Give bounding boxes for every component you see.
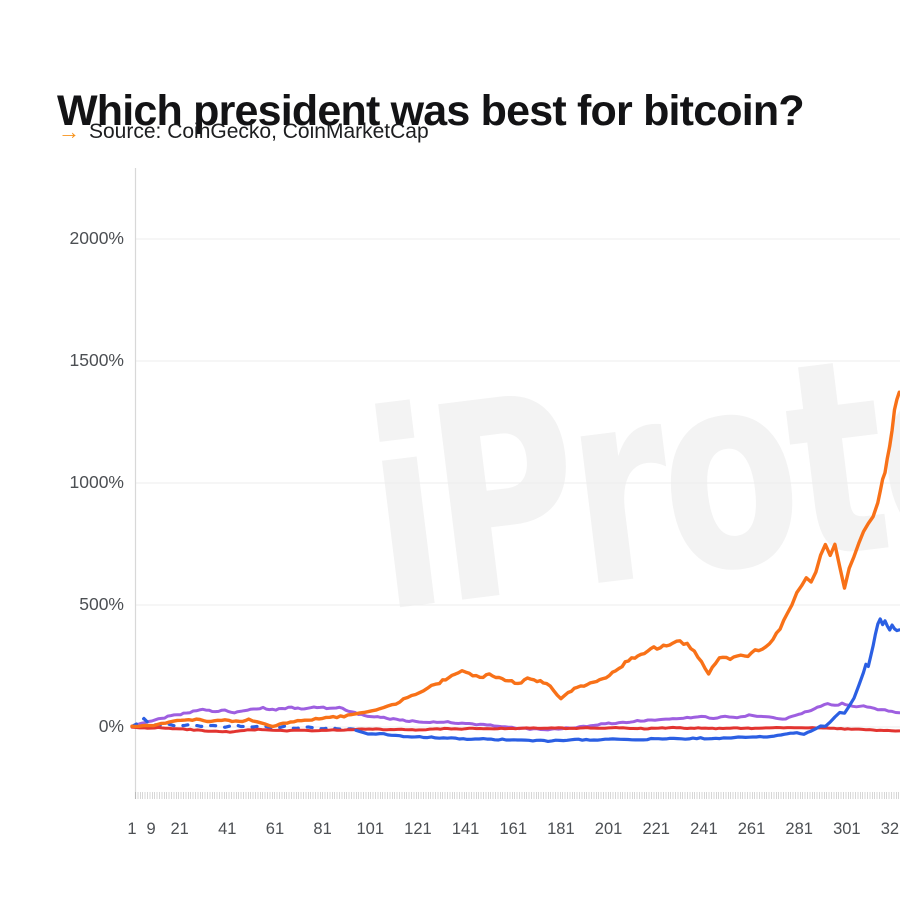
x-axis-label: 281 <box>785 820 813 838</box>
source-arrow-icon: → <box>58 119 80 144</box>
x-axis-label: 61 <box>265 820 285 838</box>
series-line-purple <box>130 701 900 732</box>
x-axis-label: 301 <box>833 820 861 838</box>
x-axis-label: 161 <box>499 820 527 838</box>
x-axis-label: 81 <box>313 820 332 838</box>
x-axis-label: 241 <box>690 820 718 838</box>
page-title: Which president was best for bitcoin? <box>57 86 805 135</box>
y-axis-label: 500% <box>79 594 124 614</box>
source-text: Source: CoinGecko, CoinMarketCap <box>89 120 429 143</box>
y-axis-label: 1500% <box>69 350 125 370</box>
x-axis-label: 261 <box>737 820 766 838</box>
y-axis-label: 2000% <box>69 228 125 248</box>
x-axis-label: 41 <box>218 820 237 838</box>
series-line-orange <box>130 390 900 729</box>
x-axis-label: 9 <box>146 820 156 838</box>
x-axis-tick-strip <box>135 792 900 799</box>
x-axis-label: 201 <box>594 820 623 838</box>
y-axis-label: 1000% <box>69 472 125 492</box>
x-axis-label: 141 <box>451 820 480 838</box>
x-axis-label: 221 <box>642 820 670 838</box>
x-axis-label: 1 <box>127 820 137 838</box>
x-axis-label: 121 <box>404 820 432 838</box>
y-axis-label: 0% <box>98 716 124 736</box>
series-line-red <box>130 725 900 734</box>
x-axis-label: 181 <box>547 820 575 838</box>
source-note: → Source: CoinGecko, CoinMarketCap <box>58 119 429 145</box>
x-axis-label: 101 <box>356 820 385 838</box>
x-axis-label: 321 <box>880 820 900 838</box>
series-line-blue <box>354 617 900 744</box>
x-axis-label: 21 <box>170 820 189 838</box>
